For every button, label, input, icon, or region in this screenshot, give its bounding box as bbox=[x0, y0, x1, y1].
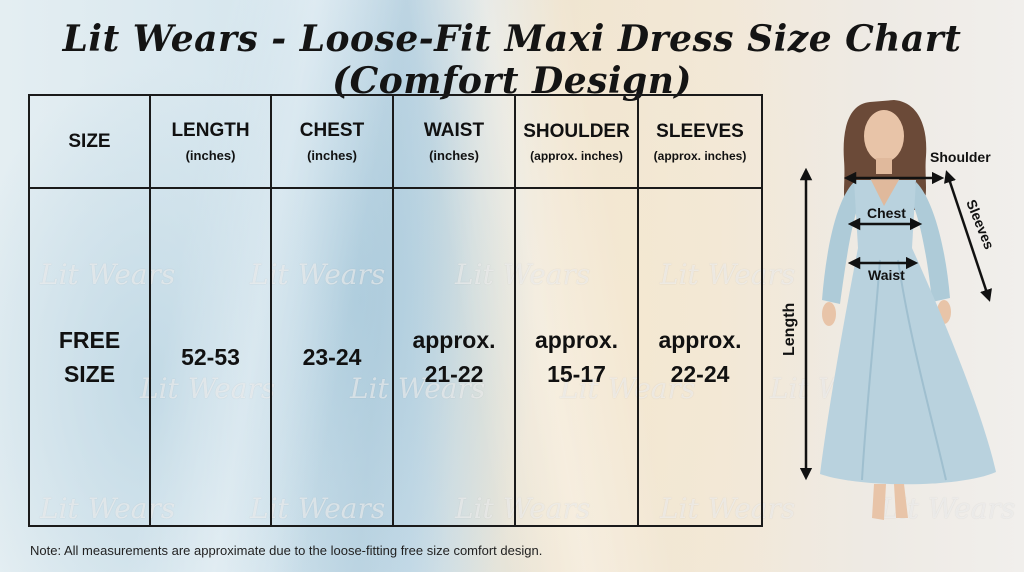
cell-text: 23-24 bbox=[302, 344, 362, 370]
header-label: WAIST bbox=[423, 120, 485, 141]
cell-text: 21-22 bbox=[424, 361, 484, 387]
cell-chest: 23-24 bbox=[270, 187, 394, 527]
right-sleeve bbox=[912, 182, 950, 302]
header-label: SIZE bbox=[68, 130, 111, 152]
table-row: FREE SIZE 52-53 23-24 approx. 21-22 appr… bbox=[28, 187, 763, 527]
left-hand bbox=[822, 302, 836, 326]
dress-bodice bbox=[854, 180, 916, 248]
header-chest: CHEST (inches) bbox=[270, 94, 394, 189]
skirt-fold bbox=[861, 259, 881, 481]
sleeves-label: Sleeves bbox=[963, 197, 997, 252]
neckline-v bbox=[870, 178, 900, 206]
header-label: SHOULDER bbox=[523, 120, 630, 142]
cell-text: 22-24 bbox=[670, 361, 730, 387]
cell-text: 15-17 bbox=[547, 361, 606, 387]
header-length: LENGTH (inches) bbox=[149, 94, 272, 189]
cell-text: FREE bbox=[58, 327, 121, 353]
header-unit: (approx. inches) bbox=[653, 148, 747, 163]
header-waist: WAIST (inches) bbox=[392, 94, 516, 189]
cell-text: approx. bbox=[534, 327, 619, 353]
cell-waist: approx. 21-22 bbox=[392, 187, 516, 527]
cell-text: 52-53 bbox=[181, 344, 240, 370]
measurement-figure: Shoulder Sleeves Chest Waist Length bbox=[781, 100, 998, 520]
skirt-fold bbox=[897, 259, 947, 481]
neck-shape bbox=[876, 158, 892, 174]
cell-length: 52-53 bbox=[149, 187, 272, 527]
header-unit: (approx. inches) bbox=[530, 148, 623, 163]
sleeves-arrow bbox=[944, 170, 992, 302]
header-shoulder: SHOULDER (approx. inches) bbox=[514, 94, 639, 189]
face-shape bbox=[864, 110, 904, 162]
dress-skirt bbox=[820, 248, 996, 485]
cell-text: approx. bbox=[658, 327, 742, 353]
cell-shoulder: approx. 15-17 bbox=[514, 187, 639, 527]
header-unit: (inches) bbox=[307, 148, 357, 163]
cell-size: FREE SIZE bbox=[28, 187, 151, 527]
header-label: CHEST bbox=[299, 120, 365, 141]
table-header-row: SIZE LENGTH (inches) CHEST (inches) WAIS… bbox=[28, 94, 763, 189]
header-unit: (inches) bbox=[185, 148, 236, 163]
header-label: SLEEVES bbox=[656, 120, 744, 142]
left-sleeve bbox=[822, 182, 860, 304]
footnote: Note: All measurements are approximate d… bbox=[30, 543, 543, 558]
cell-sleeves: approx. 22-24 bbox=[637, 187, 763, 527]
legs-shape bbox=[872, 484, 908, 520]
cell-text: SIZE bbox=[63, 361, 116, 387]
header-size: SIZE bbox=[28, 94, 151, 189]
length-label: Length bbox=[781, 303, 798, 356]
header-sleeves: SLEEVES (approx. inches) bbox=[637, 94, 763, 189]
shoulder-label: Shoulder bbox=[930, 149, 991, 165]
chest-label: Chest bbox=[867, 205, 906, 221]
page-title: Lit Wears - Loose-Fit Maxi Dress Size Ch… bbox=[62, 18, 962, 102]
header-label: LENGTH bbox=[171, 120, 250, 141]
size-chart-table: SIZE LENGTH (inches) CHEST (inches) WAIS… bbox=[28, 94, 763, 527]
cell-text: approx. bbox=[412, 327, 496, 353]
waist-label: Waist bbox=[868, 267, 905, 283]
header-unit: (inches) bbox=[429, 148, 479, 163]
